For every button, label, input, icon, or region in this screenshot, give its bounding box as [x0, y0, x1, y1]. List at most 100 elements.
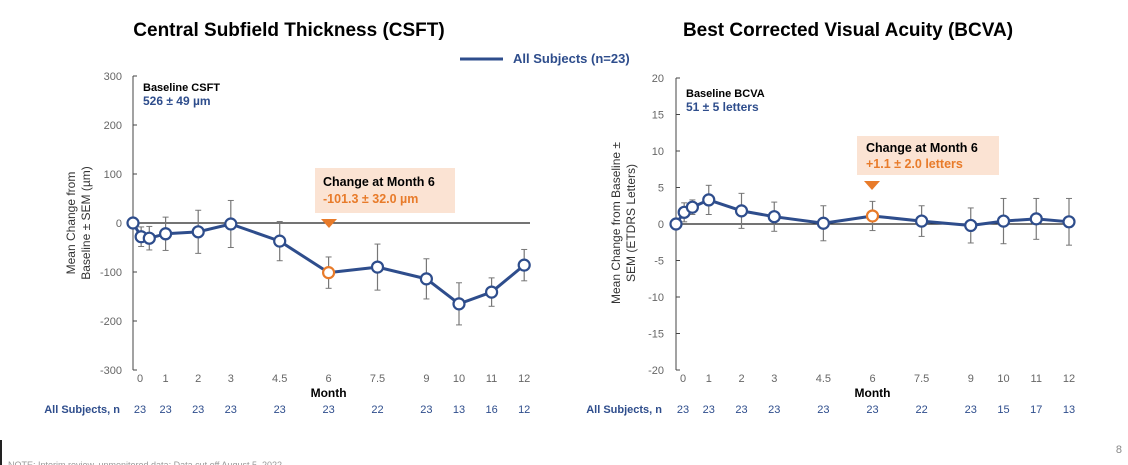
y-axis-title: SEM (ETDRS Letters)	[624, 164, 638, 282]
chart-csft: Central Subfield Thickness (CSFT)3002001…	[44, 20, 531, 416]
n-value: 23	[768, 404, 780, 416]
chart-bcva: Best Corrected Visual Acuity (BCVA)20151…	[586, 20, 1076, 416]
data-point	[702, 193, 716, 207]
highlight-point	[322, 266, 336, 280]
data-point	[996, 214, 1011, 228]
x-tick-label: 7.5	[370, 373, 385, 385]
data-point	[485, 285, 499, 299]
data-point	[419, 272, 433, 286]
baseline-value: 526 ± 49 µm	[143, 94, 211, 108]
data-point	[1062, 215, 1076, 229]
y-tick-label: 100	[104, 169, 122, 181]
x-tick-label: 4.5	[816, 373, 831, 385]
x-tick-label: 3	[228, 373, 234, 385]
y-tick-label: -100	[100, 267, 122, 279]
y-axis-title: Baseline ± SEM (µm)	[79, 166, 93, 280]
x-tick-label: 6	[326, 373, 332, 385]
y-tick-label: 0	[116, 218, 122, 230]
data-point	[1029, 212, 1043, 226]
x-axis-title: Month	[855, 386, 891, 400]
x-tick-label: 7.5	[914, 373, 929, 385]
x-tick-label: 6	[869, 373, 875, 385]
data-point	[816, 216, 830, 230]
x-tick-label: 0	[680, 373, 686, 385]
y-tick-label: 10	[652, 146, 664, 158]
page-number: 8	[1116, 444, 1122, 456]
data-point	[273, 234, 287, 248]
annotation-value: -101.3 ± 32.0 µm	[323, 192, 418, 206]
y-tick-label: -20	[648, 365, 664, 377]
n-value: 23	[703, 404, 715, 416]
y-tick-label: -300	[100, 365, 122, 377]
n-value: 13	[1063, 404, 1075, 416]
x-tick-label: 12	[1063, 373, 1075, 385]
chart-title: Best Corrected Visual Acuity (BCVA)	[683, 20, 1013, 41]
n-row-label: All Subjects, n	[44, 404, 120, 416]
chart-title: Central Subfield Thickness (CSFT)	[133, 20, 444, 41]
n-value: 23	[159, 404, 171, 416]
data-point	[767, 210, 781, 224]
data-point	[159, 227, 173, 241]
x-tick-label: 11	[1031, 373, 1042, 385]
data-point	[734, 204, 749, 218]
data-point	[126, 216, 140, 230]
n-value: 23	[677, 404, 689, 416]
y-tick-label: 20	[652, 73, 664, 85]
x-tick-label: 1	[706, 373, 712, 385]
x-tick-label: 4.5	[272, 373, 287, 385]
x-tick-label: 0	[137, 373, 143, 385]
y-axis-title: Mean Change from Baseline ±	[609, 142, 623, 304]
x-tick-label: 11	[486, 373, 497, 385]
n-value: 23	[866, 404, 878, 416]
y-tick-label: -10	[648, 292, 664, 304]
baseline-label: Baseline CSFT	[143, 82, 220, 94]
n-value: 23	[274, 404, 286, 416]
annotation-value: +1.1 ± 2.0 letters	[866, 157, 963, 171]
data-point	[452, 297, 466, 311]
n-value: 13	[453, 404, 465, 416]
n-value: 23	[225, 404, 237, 416]
n-value: 23	[965, 404, 977, 416]
triangle-marker-icon	[864, 181, 880, 190]
y-tick-label: 300	[104, 71, 122, 83]
x-tick-label: 3	[771, 373, 777, 385]
y-tick-label: 200	[104, 120, 122, 132]
n-value: 23	[192, 404, 204, 416]
x-tick-label: 9	[423, 373, 429, 385]
annotation-label: Change at Month 6	[866, 141, 978, 155]
data-point	[964, 218, 978, 233]
n-value: 23	[735, 404, 747, 416]
y-axis-title: Mean Change from	[64, 172, 78, 275]
annotation-box	[857, 136, 999, 175]
annotation-box	[315, 168, 455, 213]
n-value: 15	[997, 404, 1009, 416]
n-value: 22	[371, 404, 383, 416]
data-point	[517, 258, 531, 272]
baseline-label: Baseline BCVA	[686, 88, 765, 100]
data-point	[669, 217, 683, 231]
x-tick-label: 10	[997, 373, 1009, 385]
x-axis-title: Month	[311, 386, 347, 400]
n-value: 17	[1030, 404, 1042, 416]
x-tick-label: 9	[968, 373, 974, 385]
n-value: 12	[518, 404, 530, 416]
y-tick-label: 5	[658, 183, 664, 195]
n-value: 22	[916, 404, 928, 416]
n-value: 23	[322, 404, 334, 416]
triangle-marker-icon	[321, 219, 337, 228]
n-value: 23	[134, 404, 146, 416]
frame-edge	[0, 440, 2, 465]
y-tick-label: -200	[100, 316, 122, 328]
x-tick-label: 2	[738, 373, 744, 385]
n-value: 23	[817, 404, 829, 416]
data-point	[191, 225, 205, 239]
footnote: NOTE: Interim review, unmonitored data; …	[8, 460, 282, 465]
highlight-point	[865, 209, 880, 223]
y-tick-label: -15	[648, 329, 664, 341]
data-point	[142, 231, 156, 245]
n-value: 23	[420, 404, 432, 416]
y-tick-label: -5	[654, 256, 664, 268]
x-tick-label: 12	[518, 373, 530, 385]
n-value: 16	[485, 404, 497, 416]
